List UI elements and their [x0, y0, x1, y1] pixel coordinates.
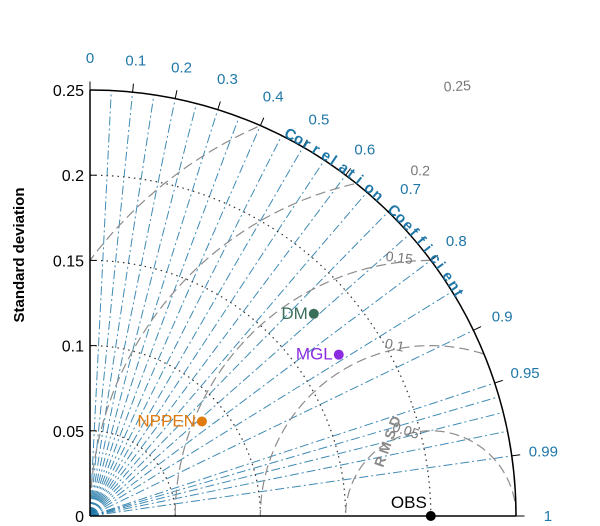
corr-gridline	[89, 291, 453, 517]
axes	[89, 81, 525, 517]
corr-tick-label: 0.2	[171, 59, 192, 76]
corr-tick-label: 0.7	[400, 181, 421, 198]
rmsd-tick-label: 0.25	[443, 77, 471, 95]
corr-gridline	[89, 103, 197, 517]
point-nppen	[196, 416, 207, 427]
std-tick-labels: 0 0.05 0.1 0.15 0.2 0.25	[53, 83, 84, 526]
corr-tick	[387, 205, 395, 213]
corr-gridline	[89, 109, 219, 517]
corr-tick-label: 0.1	[125, 52, 146, 69]
rmsd-contours	[89, 126, 517, 516]
corr-tick-labels: 0 0.1 0.2 0.3 0.4 0.5 0.6 0.7 0.8 0.9 0.95 0.99 1	[86, 50, 558, 525]
std-tick-label: 0.25	[53, 83, 84, 100]
corr-gridline	[89, 191, 368, 517]
reference-point	[425, 511, 436, 521]
data-points: OBS DM MGL NPPEN	[137, 304, 436, 521]
corr-tick	[174, 90, 178, 99]
std-arc	[89, 430, 176, 517]
corr-gridline	[89, 146, 304, 517]
corr-gridline	[89, 259, 432, 517]
corr-tick	[132, 83, 134, 93]
corr-gridline	[89, 94, 155, 517]
corr-tick-label: 1	[544, 508, 552, 525]
y-axis-label: Standard deviation	[11, 187, 28, 322]
corr-gridline	[89, 116, 240, 517]
std-tick-label: 0.05	[53, 424, 84, 441]
corr-gridline	[89, 92, 134, 517]
point-mgl	[333, 349, 344, 360]
corr-tick	[345, 168, 352, 176]
std-grid	[89, 174, 432, 517]
rmsd-contour	[345, 430, 517, 516]
corr-tick-label: 0.5	[309, 111, 330, 128]
point-label-mgl: MGL	[296, 345, 333, 364]
corr-gridline	[89, 396, 500, 517]
reference-label: OBS	[391, 493, 427, 512]
corr-gridline	[89, 430, 508, 517]
corr-tick	[511, 454, 521, 457]
corr-tick	[430, 254, 438, 261]
corr-gridline	[89, 382, 495, 517]
corr-tick-label: 0.3	[217, 71, 238, 88]
outer-arc	[89, 89, 517, 517]
corr-tick-label: 0	[86, 50, 94, 67]
corr-tick-label: 0.6	[354, 142, 375, 159]
corr-tick	[302, 139, 308, 148]
std-tick-label: 0.2	[62, 168, 84, 185]
rmsd-contour	[89, 183, 355, 516]
rmsd-axis-label: R M S D	[371, 414, 404, 469]
corr-gridline	[89, 135, 283, 517]
corr-gridline	[89, 174, 347, 517]
rmsd-contour	[259, 345, 484, 516]
corr-tick-label: 0.8	[446, 233, 467, 250]
corr-gridline	[89, 98, 176, 517]
point-label-nppen: NPPEN	[137, 411, 196, 430]
corr-gridline	[89, 90, 112, 517]
corr-tick	[494, 379, 503, 384]
corr-tick	[259, 117, 265, 126]
corr-gridline	[89, 411, 504, 517]
corr-gridline	[89, 455, 512, 517]
corr-gridline	[89, 329, 474, 517]
point-label-dm: DM	[281, 304, 307, 323]
corr-tick-label: 0.99	[529, 443, 558, 460]
corr-tick-label: 0.4	[263, 88, 284, 105]
rmsd-tick-label: 0.1	[383, 335, 406, 355]
corr-gridline	[89, 233, 410, 517]
rmsd-contour	[174, 259, 431, 516]
rmsd-contour	[90, 126, 258, 260]
std-tick-label: 0	[75, 509, 84, 526]
std-tick-label: 0.15	[53, 253, 84, 270]
std-arc	[89, 259, 347, 517]
corr-tick-label: 0.9	[492, 308, 513, 325]
corr-tick	[217, 101, 221, 110]
std-tick-label: 0.1	[62, 339, 84, 356]
corr-gridline	[89, 125, 261, 517]
corr-gridline	[89, 159, 325, 517]
point-dm	[308, 308, 319, 319]
correlation-grid	[89, 90, 512, 517]
rmsd-tick-label: 0.15	[385, 248, 414, 267]
rmsd-tick-label: 0.2	[410, 162, 430, 179]
corr-tick	[473, 326, 482, 331]
corr-tick-label: 0.95	[510, 365, 539, 382]
corr-gridline	[89, 211, 389, 517]
